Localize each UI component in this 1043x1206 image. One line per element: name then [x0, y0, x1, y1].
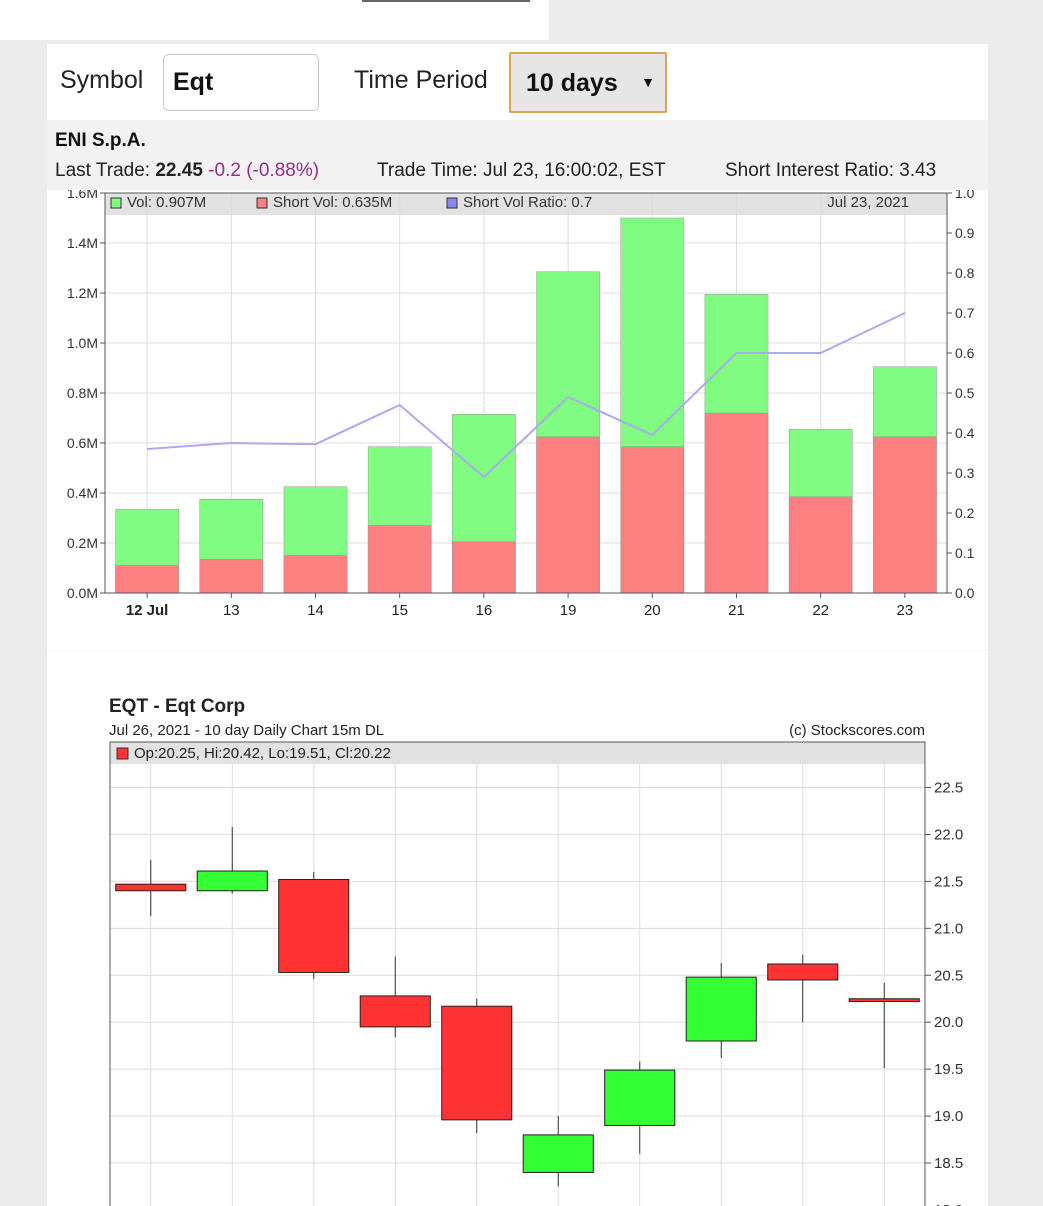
y-tick-label: 1.4M	[67, 235, 98, 251]
y2-tick-label: 0.0	[955, 585, 975, 601]
y2-tick-label: 0.5	[955, 385, 975, 401]
short-interest-ratio: Short Interest Ratio: 3.43	[725, 160, 937, 181]
period-label: Time Period	[354, 66, 488, 94]
x-tick-label: 15	[391, 602, 408, 619]
candle-chart-title: EQT - Eqt Corp	[109, 696, 245, 717]
x-tick-label: 20	[644, 602, 661, 619]
controls-bar: Symbol Time Period 10 days ▼	[47, 44, 988, 120]
y2-tick-label: 0.1	[955, 545, 975, 561]
x-tick-label: 13	[223, 602, 240, 619]
y2-tick-label: 0.9	[955, 225, 975, 241]
candle-legend: Op:20.25, Hi:20.42, Lo:19.51, Cl:20.22	[116, 745, 391, 762]
legend-swatch-short-vol	[256, 197, 268, 209]
y-tick-label: 1.6M	[67, 190, 98, 201]
chart-date: Jul 23, 2021	[827, 194, 909, 211]
short-vol-bar	[115, 565, 179, 594]
y-tick-label: 1.0M	[67, 335, 98, 351]
volume-legend: Vol: 0.907M Short Vol: 0.635M Short Vol …	[110, 194, 909, 211]
y-tick-label: 21.0	[934, 920, 963, 937]
y-tick-label: 21.5	[934, 873, 963, 890]
short-vol-bar	[536, 436, 600, 594]
last-trade-price: 22.45	[155, 160, 203, 181]
x-tick-label: 12 Jul	[126, 602, 169, 619]
candle-body	[848, 998, 920, 1003]
top-partial-panel	[0, 0, 549, 40]
trade-time: Trade Time: Jul 23, 16:00:02, EST	[377, 160, 666, 181]
x-tick-label: 19	[560, 602, 577, 619]
y2-tick-label: 0.4	[955, 425, 975, 441]
y2-tick-label: 0.3	[955, 465, 975, 481]
volume-chart: 0.0M 0.2M 0.4M 0.6M 0.8M 1.0M 1.2M 1.4M 1.6M 0.0…	[47, 190, 988, 650]
y2-tick-label: 0.2	[955, 505, 975, 521]
short-vol-bar	[873, 436, 937, 594]
y-tick-label: 20.0	[934, 1014, 963, 1031]
y-tick-label: 0.2M	[67, 535, 98, 551]
scroll-handle	[362, 0, 530, 2]
last-trade: Last Trade: 22.45 -0.2 (-0.88%)	[55, 160, 319, 182]
symbol-input[interactable]	[163, 54, 319, 111]
legend-ratio: Short Vol Ratio: 0.7	[463, 194, 592, 211]
price-change: -0.2 (-0.88%)	[208, 160, 320, 181]
legend-ohlc: Op:20.25, Hi:20.42, Lo:19.51, Cl:20.22	[134, 745, 391, 762]
company-name: ENI S.p.A.	[55, 130, 146, 151]
y2-tick-label: 0.7	[955, 305, 975, 321]
y-tick-label: 0.8M	[67, 385, 98, 401]
y-tick-label: 20.5	[934, 967, 963, 984]
y2-tick-label: 0.6	[955, 345, 975, 361]
period-select[interactable]: 10 days ▼	[509, 52, 667, 113]
short-vol-bar	[367, 525, 432, 594]
candle-body	[359, 995, 431, 1028]
symbol-label: Symbol	[60, 66, 144, 94]
candle-body	[604, 1069, 676, 1126]
chevron-down-icon: ▼	[641, 74, 655, 90]
y-tick-label: 18.0	[934, 1202, 963, 1206]
main-content: Symbol Time Period 10 days ▼ ENI S.p.A. …	[47, 44, 988, 1206]
x-tick-label: 14	[307, 602, 324, 619]
candle-body	[522, 1134, 594, 1173]
x-tick-label: 16	[476, 602, 493, 619]
short-vol-bar	[199, 559, 264, 594]
last-trade-label: Last Trade:	[55, 160, 151, 181]
y-tick-label: 18.5	[934, 1155, 963, 1172]
y2-tick-label: 1.0	[955, 190, 975, 201]
y-tick-label: 22.0	[934, 826, 963, 843]
y-tick-label: 0.0M	[67, 585, 98, 601]
y-tick-label: 0.6M	[67, 435, 98, 451]
candle-body	[196, 870, 268, 892]
y-tick-label: 19.0	[934, 1108, 963, 1125]
short-vol-bar	[788, 496, 853, 594]
candle-body	[278, 878, 350, 973]
candle-body	[767, 963, 839, 981]
y-tick-label: 0.4M	[67, 485, 98, 501]
short-vol-bar	[452, 541, 516, 594]
x-tick-label: 22	[812, 602, 829, 619]
short-vol-ratio-line	[147, 312, 906, 479]
y-tick-label: 22.5	[934, 779, 963, 796]
x-tick-label: 21	[728, 602, 745, 619]
legend-swatch-candle	[116, 747, 129, 760]
chart-credit: (c) Stockscores.com	[789, 722, 925, 739]
legend-swatch-vol	[110, 197, 122, 209]
x-tick-label: 23	[897, 602, 914, 619]
legend-swatch-ratio	[446, 197, 458, 209]
legend-short-vol: Short Vol: 0.635M	[273, 194, 392, 211]
quote-panel: ENI S.p.A. Last Trade: 22.45 -0.2 (-0.88…	[47, 120, 988, 190]
period-value: 10 days	[526, 69, 618, 97]
y-tick-label: 1.2M	[67, 285, 98, 301]
legend-vol: Vol: 0.907M	[127, 194, 206, 211]
y-tick-label: 19.5	[934, 1061, 963, 1078]
short-vol-bar	[620, 446, 685, 594]
y2-tick-label: 0.8	[955, 265, 975, 281]
short-vol-bar	[704, 412, 769, 594]
candle-body	[115, 883, 187, 892]
candle-body	[685, 976, 757, 1042]
candle-chart-subtitle: Jul 26, 2021 - 10 day Daily Chart 15m DL	[109, 722, 384, 739]
candlestick-chart: EQT - Eqt Corp Jul 26, 2021 - 10 day Dai…	[47, 650, 988, 1206]
short-vol-bar	[283, 555, 348, 594]
candle-body	[441, 1005, 513, 1121]
